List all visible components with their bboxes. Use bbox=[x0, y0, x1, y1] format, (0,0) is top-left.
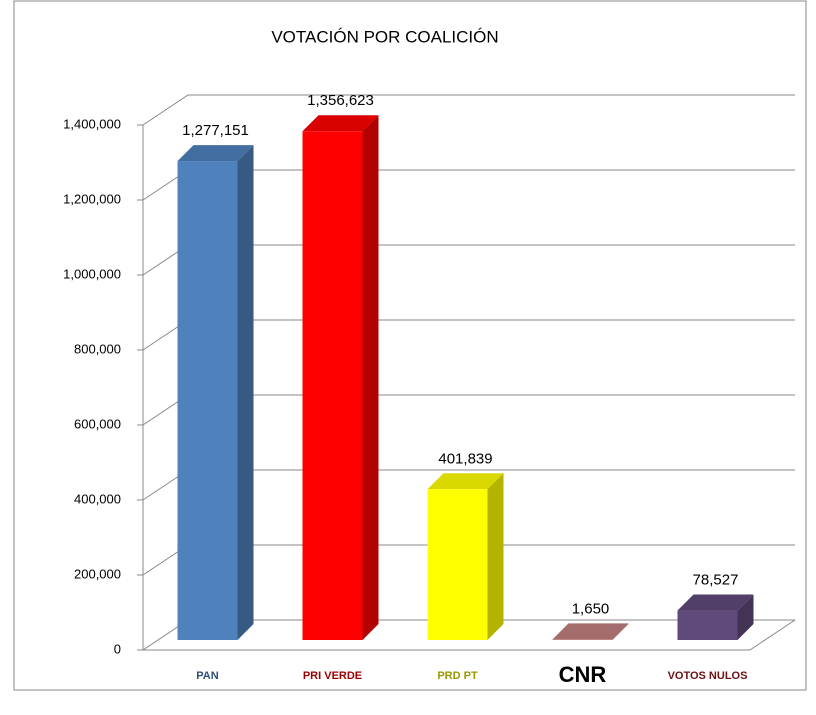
x-tick-label: CNR bbox=[559, 662, 607, 687]
chart-title: VOTACIÓN POR COALICIÓN bbox=[271, 27, 498, 46]
y-tick-label: 200,000 bbox=[74, 566, 121, 581]
value-label: 1,277,151 bbox=[182, 122, 249, 139]
floor bbox=[143, 619, 796, 651]
chart-frame bbox=[13, 0, 807, 691]
grid-line bbox=[142, 94, 795, 126]
value-label: 1,356,623 bbox=[307, 92, 374, 109]
bar-top bbox=[427, 473, 504, 490]
y-tick-label: 1,000,000 bbox=[63, 266, 121, 281]
bar-top bbox=[302, 115, 379, 132]
bar bbox=[552, 639, 613, 640]
value-label: 1,650 bbox=[572, 600, 610, 617]
bar-side bbox=[362, 115, 379, 641]
bar-top bbox=[177, 145, 254, 162]
bar-side bbox=[612, 623, 629, 640]
value-label: 78,527 bbox=[693, 572, 739, 589]
y-tick-label: 1,200,000 bbox=[63, 191, 121, 206]
x-tick-label: VOTOS NULOS bbox=[668, 670, 748, 682]
bar-top bbox=[552, 623, 629, 640]
x-tick-label: PRI VERDE bbox=[303, 670, 362, 682]
x-tick-label: PRD PT bbox=[437, 670, 478, 682]
bar bbox=[677, 610, 738, 640]
bar bbox=[177, 161, 238, 641]
y-tick-label: 400,000 bbox=[74, 491, 121, 506]
bar bbox=[302, 131, 363, 641]
y-tick-label: 600,000 bbox=[74, 416, 121, 431]
bar-side bbox=[487, 473, 504, 640]
x-tick-label: PAN bbox=[196, 670, 218, 682]
bar-side bbox=[237, 145, 254, 641]
value-label: 401,839 bbox=[438, 450, 492, 467]
bar-top bbox=[677, 594, 754, 611]
y-tick-label: 1,400,000 bbox=[63, 116, 121, 131]
bar-side bbox=[737, 594, 754, 640]
bar bbox=[427, 489, 488, 640]
y-tick-label: 800,000 bbox=[74, 341, 121, 356]
y-tick-label: 0 bbox=[114, 641, 121, 656]
